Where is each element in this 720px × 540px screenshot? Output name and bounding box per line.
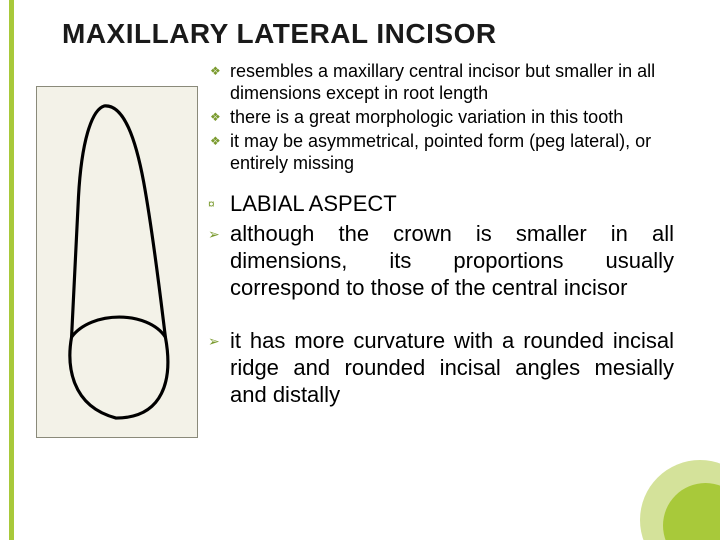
- bullet-text: resembles a maxillary central incisor bu…: [230, 60, 674, 104]
- list-item: ¤ LABIAL ASPECT: [208, 190, 674, 218]
- bullet-list-small: ❖ resembles a maxillary central incisor …: [208, 60, 674, 174]
- section-labial: ¤ LABIAL ASPECT ➢ although the crown is …: [208, 190, 674, 408]
- figure-column: [36, 60, 198, 438]
- triangle-bullet-icon: ➢: [208, 327, 230, 355]
- list-item: ❖ there is a great morphologic variation…: [208, 106, 674, 128]
- list-item: ➢ although the crown is smaller in all d…: [208, 220, 674, 301]
- bullet-text: it has more curvature with a rounded inc…: [230, 327, 674, 408]
- list-item: ➢ it has more curvature with a rounded i…: [208, 327, 674, 408]
- section-heading: LABIAL ASPECT: [230, 190, 674, 217]
- text-column: ❖ resembles a maxillary central incisor …: [200, 60, 684, 438]
- triangle-bullet-icon: ➢: [208, 220, 230, 248]
- ring-bullet-icon: ¤: [208, 190, 230, 218]
- spacer: [208, 303, 674, 327]
- diamond-bullet-icon: ❖: [208, 130, 230, 152]
- accent-left-bar: [9, 0, 14, 540]
- bullet-text: there is a great morphologic variation i…: [230, 106, 674, 128]
- content-row: ❖ resembles a maxillary central incisor …: [36, 60, 684, 438]
- bullet-text: although the crown is smaller in all dim…: [230, 220, 674, 301]
- list-item: ❖ resembles a maxillary central incisor …: [208, 60, 674, 104]
- slide: MAXILLARY LATERAL INCISOR ❖ resembles a …: [0, 0, 720, 540]
- bullet-text: it may be asymmetrical, pointed form (pe…: [230, 130, 674, 174]
- page-title: MAXILLARY LATERAL INCISOR: [62, 18, 684, 50]
- tooth-svg: [37, 87, 197, 437]
- diamond-bullet-icon: ❖: [208, 60, 230, 82]
- tooth-figure: [36, 86, 198, 438]
- list-item: ❖ it may be asymmetrical, pointed form (…: [208, 130, 674, 174]
- diamond-bullet-icon: ❖: [208, 106, 230, 128]
